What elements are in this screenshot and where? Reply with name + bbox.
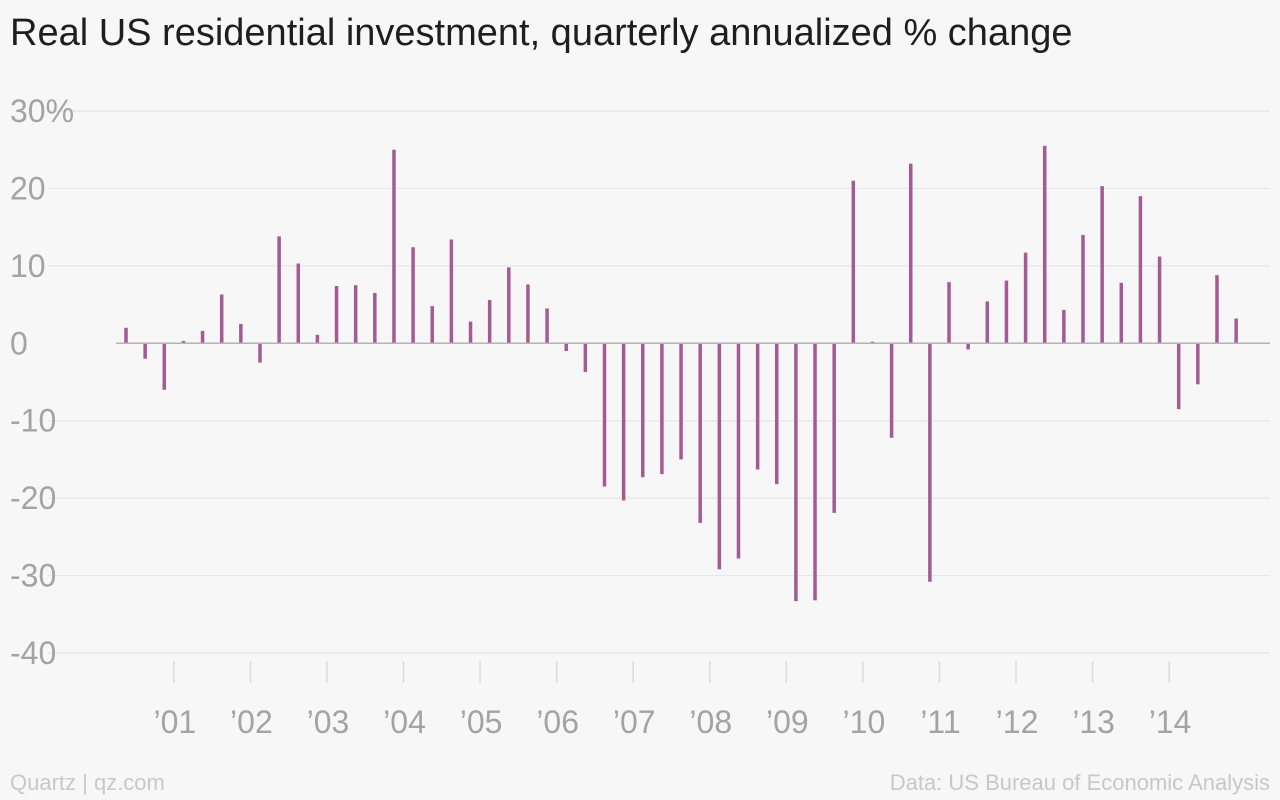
x-tick-label: ’11 <box>920 704 960 740</box>
bar <box>698 343 702 523</box>
bar <box>621 343 626 501</box>
x-tick-label: ’14 <box>1149 704 1192 740</box>
bar <box>315 334 320 344</box>
y-tick-label: -10 <box>10 403 56 439</box>
bar <box>679 343 683 460</box>
source-credit: Quartz | qz.com <box>10 770 165 795</box>
x-tick-label: ’06 <box>536 704 579 740</box>
bar <box>755 343 760 470</box>
bar <box>1157 256 1162 344</box>
bar <box>1100 186 1104 344</box>
bar <box>143 343 147 359</box>
bar <box>334 285 339 344</box>
bar <box>1119 282 1124 344</box>
bar <box>1215 275 1219 344</box>
bar <box>908 163 913 344</box>
bar <box>583 343 588 372</box>
bar <box>660 343 664 475</box>
bar <box>468 321 473 344</box>
bar <box>1176 343 1181 410</box>
y-tick-label: -30 <box>10 558 56 594</box>
x-tick-label: ’03 <box>307 704 350 740</box>
bar <box>1004 280 1009 344</box>
bar <box>124 327 128 344</box>
x-tick-label: ’08 <box>689 704 732 740</box>
x-tick-label: ’09 <box>766 704 809 740</box>
bar <box>813 343 817 601</box>
bar <box>200 330 205 344</box>
bar <box>353 285 358 344</box>
x-tick-label: ’13 <box>1072 704 1115 740</box>
x-tick-label: ’04 <box>383 704 426 740</box>
bar <box>411 247 415 344</box>
bar <box>851 180 856 344</box>
x-tick-label: ’12 <box>996 704 1039 740</box>
y-axis-ticks: 30% 20 10 0 -10 -20 -30 -40 <box>10 93 74 671</box>
bar <box>1138 196 1143 344</box>
bars <box>124 145 1238 602</box>
bar <box>239 323 243 344</box>
bar <box>373 292 377 344</box>
x-tick-label: ’01 <box>153 704 196 740</box>
bar <box>392 149 396 344</box>
x-tick-label: ’07 <box>613 704 656 740</box>
bar <box>564 343 568 352</box>
bar <box>928 343 932 582</box>
bar <box>775 343 779 485</box>
bar <box>717 343 722 570</box>
y-tick-label: -20 <box>10 480 56 516</box>
y-tick-label: 10 <box>10 248 46 284</box>
bar <box>602 343 607 487</box>
x-tick-label: ’10 <box>843 704 886 740</box>
y-tick-label: 20 <box>10 170 46 206</box>
bar <box>430 306 434 344</box>
bar <box>545 308 549 344</box>
bar <box>794 343 798 602</box>
y-tick-label: 30% <box>10 93 74 129</box>
bar <box>258 343 262 363</box>
gridlines <box>48 110 1270 654</box>
chart-title: Real US residential investment, quarterl… <box>10 12 1073 54</box>
bar <box>1023 252 1028 344</box>
y-tick-label: 0 <box>10 325 28 361</box>
bar <box>985 301 990 344</box>
bar <box>1196 343 1200 385</box>
bar <box>870 341 875 344</box>
bar <box>507 267 511 344</box>
bar <box>487 299 492 344</box>
bar <box>736 343 741 559</box>
bar <box>181 340 186 344</box>
bar <box>832 343 836 513</box>
bar <box>296 263 301 344</box>
bar <box>1042 145 1047 344</box>
bar <box>277 236 281 344</box>
bar <box>1234 318 1238 344</box>
bar <box>1081 234 1085 344</box>
bar <box>641 343 645 478</box>
bar <box>526 284 530 344</box>
bar <box>219 294 224 344</box>
x-axis-ticks: ’01 ’02 ’03 ’04 ’05 ’06 ’07 ’08 ’09 ’10 ’11 ’12 ’13 ’… <box>153 661 1191 740</box>
bar <box>162 343 167 390</box>
x-tick-label: ’02 <box>230 704 273 740</box>
bar <box>889 343 894 438</box>
bar <box>1062 309 1066 344</box>
bar <box>449 239 454 344</box>
y-tick-label: -40 <box>10 635 56 671</box>
bar <box>966 343 970 350</box>
data-credit: Data: US Bureau of Economic Analysis <box>889 770 1270 795</box>
bar <box>947 282 951 344</box>
x-tick-label: ’05 <box>460 704 503 740</box>
